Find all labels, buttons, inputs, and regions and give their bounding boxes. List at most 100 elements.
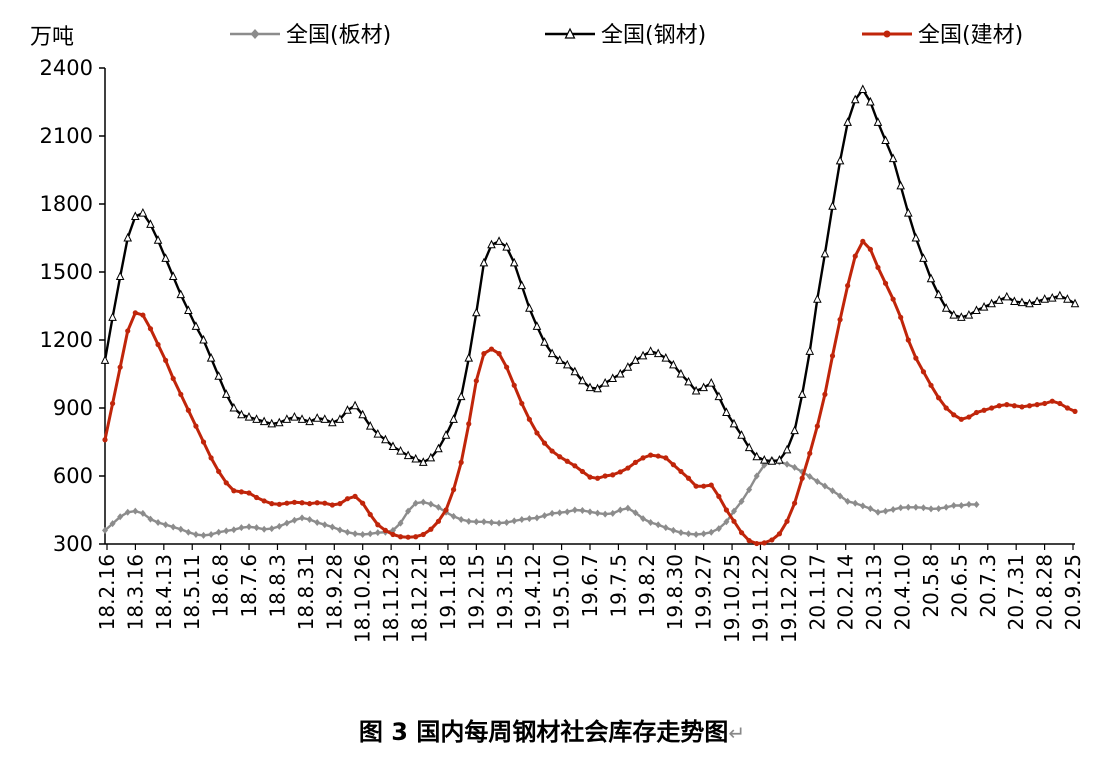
data-point: [805, 346, 815, 355]
data-point: [124, 508, 131, 516]
series-1: [102, 456, 980, 539]
data-point: [890, 296, 896, 302]
data-point: [525, 303, 534, 312]
data-point: [556, 509, 563, 517]
data-point: [200, 531, 207, 539]
x-tick-label: 20.3.13: [862, 554, 886, 630]
data-point: [290, 411, 299, 421]
data-point: [147, 326, 154, 332]
data-point: [496, 519, 503, 527]
data-point: [845, 283, 851, 289]
data-point: [244, 411, 254, 421]
x-tick-label: 18.7.6: [237, 554, 261, 618]
series-line: [103, 88, 1076, 464]
figure-caption: 图 3 国内每周钢材社会库存走势图↵: [0, 712, 1104, 747]
data-point: [752, 451, 762, 461]
data-point: [814, 477, 821, 485]
data-point: [184, 305, 193, 315]
series-2: [100, 84, 1080, 466]
data-point: [646, 346, 655, 355]
data-point: [511, 382, 517, 388]
data-point: [813, 294, 822, 303]
data-point: [418, 457, 428, 466]
data-point: [555, 355, 564, 364]
data-point: [1057, 400, 1063, 407]
data-point: [450, 487, 457, 493]
data-point: [730, 507, 737, 515]
data-point: [616, 368, 625, 378]
data-point: [306, 516, 313, 524]
data-point: [336, 526, 343, 534]
data-point: [729, 418, 739, 428]
data-point: [1064, 405, 1071, 411]
data-point: [715, 525, 722, 533]
data-point: [1019, 404, 1025, 410]
x-tick-label: 20.7.3: [976, 554, 1000, 618]
data-point: [441, 430, 451, 439]
data-point: [307, 501, 313, 507]
data-point: [518, 516, 525, 524]
data-point: [814, 423, 820, 429]
data-point: [365, 421, 375, 430]
data-point: [602, 473, 608, 479]
data-point: [1026, 403, 1033, 409]
x-tick-label: 20.9.25: [1061, 554, 1085, 630]
data-point: [617, 506, 624, 514]
y-axis: 300 600 900 1200 1500 1800 2100 2400: [40, 56, 106, 556]
data-point: [822, 391, 828, 397]
data-point: [375, 522, 381, 528]
data-point: [163, 357, 169, 363]
data-point: [312, 413, 322, 422]
data-point: [139, 509, 146, 517]
data-point: [176, 289, 186, 299]
data-point: [526, 515, 533, 523]
data-point: [701, 483, 707, 489]
data-point: [532, 321, 542, 330]
data-point: [102, 526, 108, 534]
x-tick-label: 20.8.28: [1033, 554, 1057, 630]
y-tick-label: 600: [53, 464, 93, 488]
data-point: [655, 521, 662, 529]
data-point: [1004, 402, 1010, 408]
x-tick-label: 19.11.22: [748, 554, 772, 643]
data-point: [405, 534, 411, 540]
data-point: [723, 518, 730, 526]
data-point: [367, 511, 373, 518]
x-tick-label: 19.1.18: [436, 554, 460, 630]
data-point: [360, 500, 366, 506]
data-point: [367, 530, 374, 538]
data-point: [738, 497, 745, 505]
series-line: [103, 239, 1076, 545]
y-tick-label: 2400: [40, 56, 93, 80]
data-point: [731, 518, 737, 524]
data-point: [1011, 403, 1017, 409]
data-point: [738, 530, 745, 536]
data-point: [631, 355, 640, 364]
data-point: [579, 506, 586, 514]
data-point: [608, 373, 618, 383]
data-point: [267, 418, 277, 428]
data-point: [314, 500, 320, 506]
data-point: [526, 416, 532, 422]
data-point: [799, 475, 805, 481]
data-point: [821, 482, 828, 490]
data-point: [623, 362, 633, 371]
data-point: [230, 526, 237, 534]
data-point: [761, 540, 767, 546]
data-point: [170, 375, 176, 382]
data-point: [1055, 290, 1065, 300]
x-tick-label: 18.12.21: [408, 554, 432, 643]
data-point: [488, 518, 495, 526]
data-point: [965, 500, 972, 508]
data-point: [571, 506, 578, 514]
data-point: [208, 530, 215, 538]
data-point: [676, 368, 686, 378]
data-point: [381, 434, 390, 444]
data-point: [344, 528, 351, 536]
data-point: [117, 513, 124, 521]
x-tick-label: 19.3.15: [493, 554, 517, 630]
data-point: [594, 509, 601, 517]
data-point: [117, 364, 123, 370]
data-point: [494, 236, 504, 245]
data-point: [655, 453, 661, 459]
